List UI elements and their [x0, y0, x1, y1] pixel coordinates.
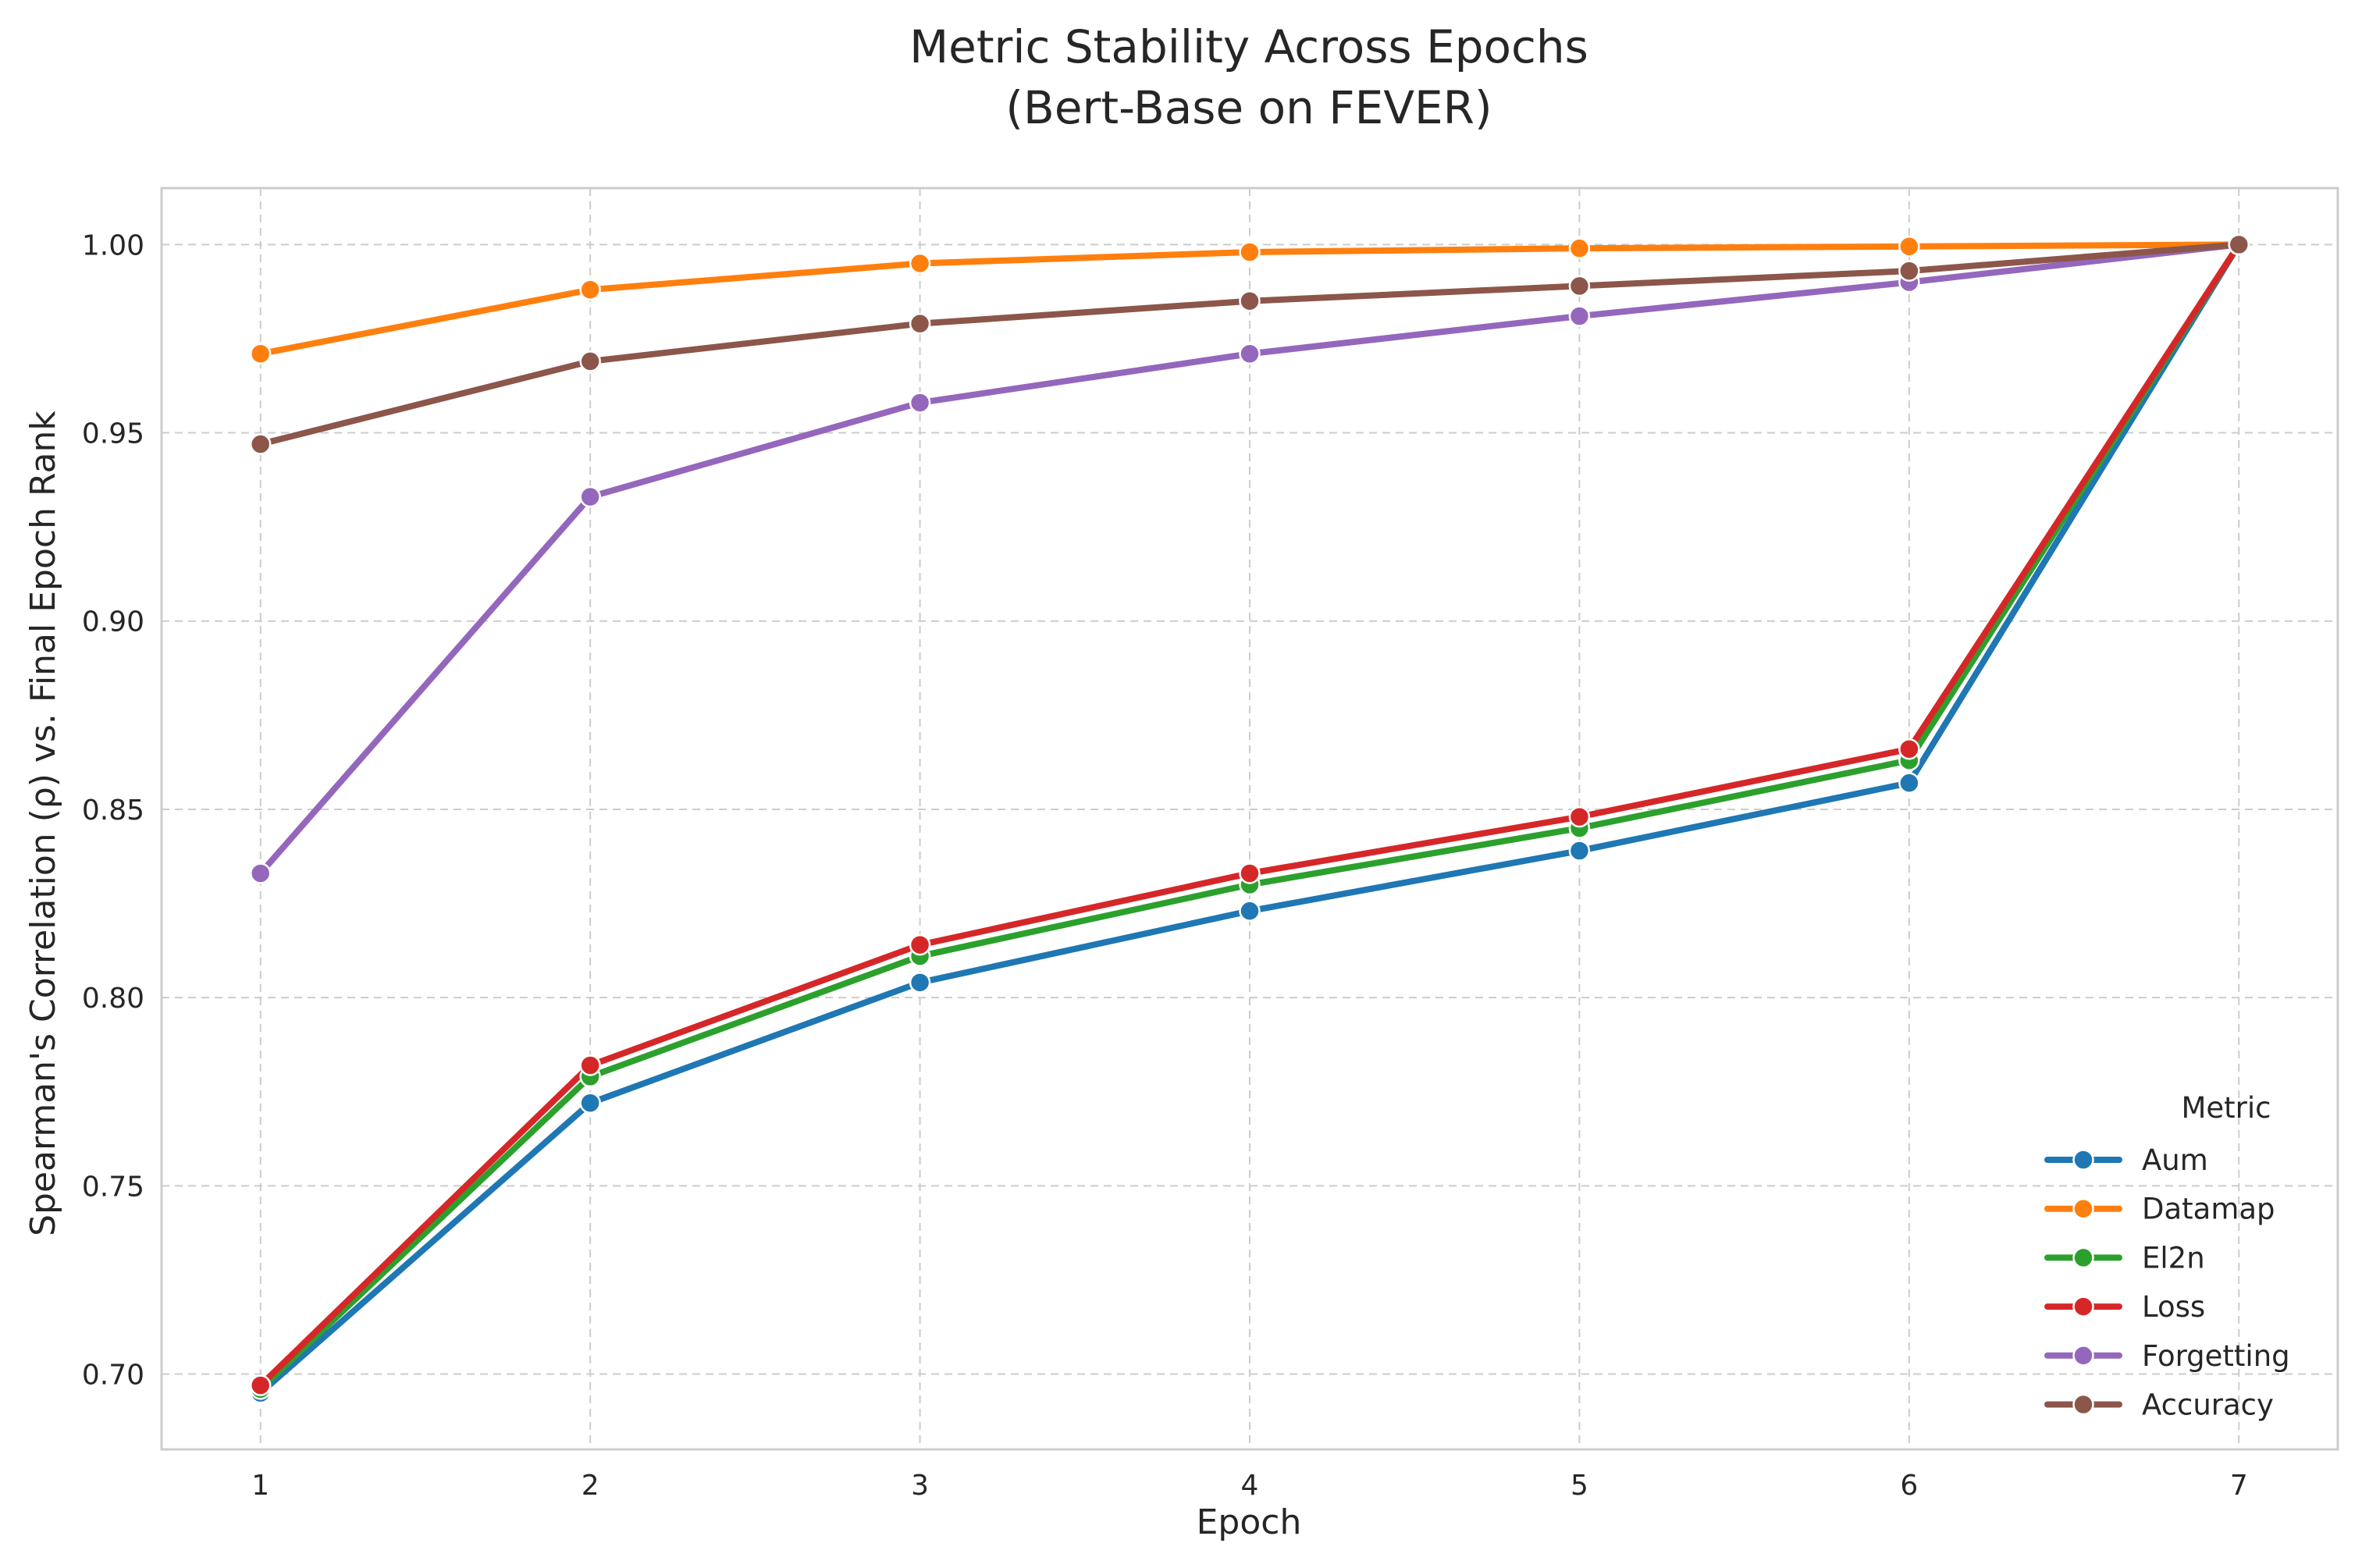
x-tick-label: 3 — [911, 1470, 929, 1502]
x-tick-label: 6 — [1900, 1470, 1918, 1502]
legend-swatch-marker — [2072, 1197, 2094, 1220]
data-point-forgetting — [909, 392, 931, 414]
x-axis-label: Epoch — [1197, 1502, 1302, 1542]
data-point-aum — [579, 1092, 601, 1114]
legend-label: Loss — [2142, 1290, 2205, 1324]
data-point-forgetting — [579, 485, 601, 508]
legend-item-el2n: El2n — [2044, 1241, 2205, 1275]
data-point-datamap — [909, 252, 931, 275]
legend-swatch-marker — [2072, 1345, 2094, 1367]
series-points-accuracy — [249, 233, 2250, 455]
data-point-loss — [909, 933, 931, 956]
x-tick-label: 2 — [582, 1470, 599, 1502]
data-point-aum — [1568, 840, 1591, 862]
data-point-accuracy — [2228, 233, 2250, 256]
legend-title: Metric — [2181, 1091, 2271, 1125]
data-point-aum — [1898, 772, 1920, 794]
legend-swatch-marker — [2072, 1393, 2094, 1416]
x-tick-label: 1 — [251, 1470, 269, 1502]
series-points — [249, 233, 2250, 1404]
x-axis-ticks: 1 2 3 4 5 6 7 — [251, 1470, 2247, 1502]
legend-items: Aum Datamap El2n Loss Forgetting Accuracy — [2044, 1143, 2290, 1422]
data-point-loss — [1898, 738, 1920, 760]
data-point-datamap — [1239, 241, 1261, 263]
data-point-datamap — [249, 343, 272, 365]
y-tick-label: 0.90 — [82, 606, 144, 638]
legend-item-loss: Loss — [2044, 1290, 2205, 1324]
y-tick-label: 1.00 — [82, 229, 144, 261]
data-point-aum — [1239, 900, 1261, 922]
y-axis-label: Spearman's Correlation (ρ) vs. Final Epo… — [23, 411, 63, 1236]
data-point-loss — [1239, 862, 1261, 884]
chart-subtitle: (Bert-Base on FEVER) — [1005, 81, 1492, 134]
x-tick-label: 7 — [2230, 1470, 2248, 1502]
legend-swatch-marker — [2072, 1296, 2094, 1317]
data-point-datamap — [1568, 237, 1591, 259]
data-point-accuracy — [1239, 290, 1261, 312]
data-point-datamap — [579, 279, 601, 300]
data-point-accuracy — [1898, 260, 1920, 282]
legend-item-forgetting: Forgetting — [2044, 1339, 2290, 1373]
y-tick-label: 0.75 — [82, 1171, 144, 1203]
y-tick-label: 0.80 — [82, 983, 144, 1015]
x-tick-label: 5 — [1571, 1470, 1588, 1502]
legend-label: Aum — [2142, 1143, 2208, 1177]
y-tick-label: 0.95 — [82, 418, 144, 450]
gridlines — [162, 188, 2338, 1449]
legend-swatch-marker — [2072, 1149, 2094, 1171]
data-point-forgetting — [1568, 305, 1591, 327]
chart-title: Metric Stability Across Epochs — [909, 20, 1588, 73]
legend-label: Forgetting — [2142, 1339, 2290, 1373]
y-tick-label: 0.70 — [82, 1360, 144, 1392]
legend-item-accuracy: Accuracy — [2044, 1388, 2274, 1422]
legend-label: Accuracy — [2142, 1388, 2274, 1422]
data-point-forgetting — [1239, 343, 1261, 365]
data-point-datamap — [1898, 236, 1920, 258]
legend: Metric Aum Datamap El2n Loss Forgetting Accur… — [2044, 1091, 2290, 1422]
y-tick-label: 0.85 — [82, 795, 144, 827]
data-point-loss — [579, 1054, 601, 1076]
legend-label: El2n — [2142, 1241, 2205, 1275]
data-point-forgetting — [249, 862, 272, 884]
y-axis-ticks: 0.70 0.75 0.80 0.85 0.90 0.95 1.00 — [82, 229, 144, 1391]
data-point-accuracy — [249, 433, 272, 455]
data-point-accuracy — [579, 350, 601, 372]
data-point-accuracy — [1568, 275, 1591, 297]
plot-frame — [160, 187, 2339, 1451]
legend-item-aum: Aum — [2044, 1143, 2208, 1177]
legend-swatch-marker — [2072, 1246, 2094, 1269]
x-tick-label: 4 — [1241, 1470, 1259, 1502]
legend-item-datamap: Datamap — [2044, 1193, 2275, 1226]
data-point-loss — [249, 1374, 272, 1396]
data-point-loss — [1568, 805, 1591, 828]
legend-label: Datamap — [2142, 1193, 2275, 1226]
data-point-aum — [909, 972, 931, 994]
data-point-accuracy — [909, 312, 931, 335]
